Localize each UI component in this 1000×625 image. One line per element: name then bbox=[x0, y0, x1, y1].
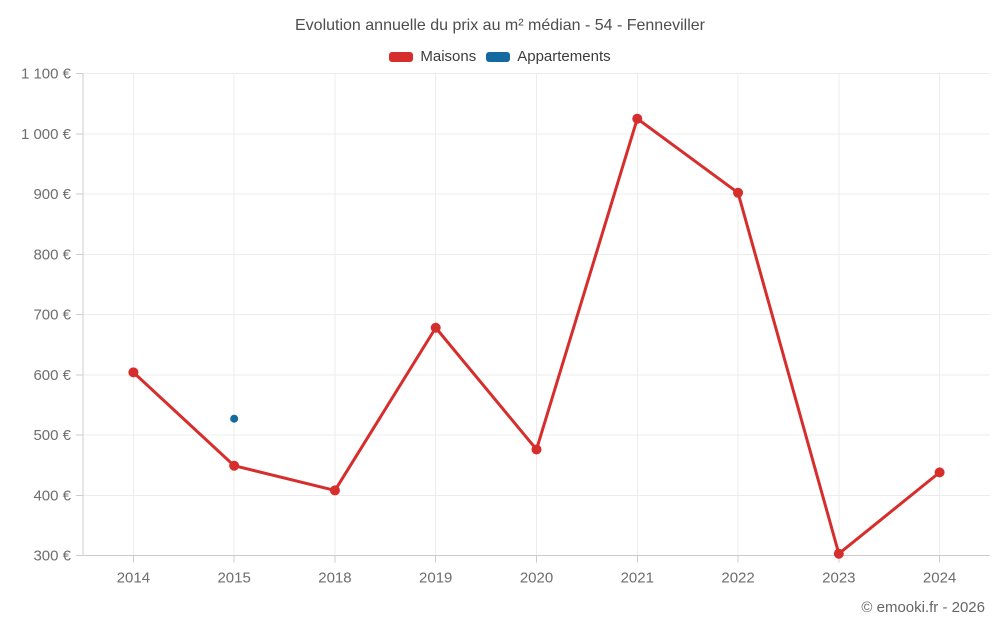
maisons-legend-marker-icon bbox=[389, 51, 414, 62]
appartements-legend-marker-icon bbox=[486, 51, 511, 62]
y-tick-label: 900 € bbox=[33, 186, 71, 203]
legend-label-maisons: Maisons bbox=[420, 48, 477, 65]
data-point-maisons bbox=[229, 460, 240, 471]
legend-item-appartements[interactable]: Appartements bbox=[486, 48, 611, 65]
x-tick-label: 2024 bbox=[923, 570, 956, 587]
data-point-maisons bbox=[329, 485, 340, 496]
data-point-maisons bbox=[430, 322, 441, 333]
y-tick-label: 1 100 € bbox=[21, 66, 72, 83]
x-tick-label: 2019 bbox=[419, 570, 452, 587]
data-point-maisons bbox=[833, 548, 844, 559]
y-tick-label: 800 € bbox=[33, 246, 71, 263]
chart-title: Evolution annuelle du prix au m² médian … bbox=[295, 17, 705, 34]
y-tick-label: 700 € bbox=[33, 307, 71, 324]
data-point-appartements bbox=[230, 414, 239, 423]
x-tick-label: 2020 bbox=[520, 570, 553, 587]
x-tick-label: 2021 bbox=[621, 570, 654, 587]
x-tick-label: 2014 bbox=[117, 570, 150, 587]
x-tick-label: 2022 bbox=[721, 570, 754, 587]
y-tick-label: 600 € bbox=[33, 367, 71, 384]
legend-item-maisons[interactable]: Maisons bbox=[389, 48, 476, 65]
data-point-maisons bbox=[934, 467, 945, 478]
data-point-maisons bbox=[733, 187, 744, 198]
y-tick-label: 500 € bbox=[33, 427, 71, 444]
data-point-maisons bbox=[128, 367, 139, 378]
y-tick-label: 1 000 € bbox=[21, 126, 72, 143]
data-point-maisons bbox=[531, 444, 542, 455]
x-tick-label: 2018 bbox=[318, 570, 351, 587]
legend-label-appartements: Appartements bbox=[517, 48, 611, 65]
legend: Maisons Appartements bbox=[0, 48, 1000, 65]
data-point-maisons bbox=[632, 113, 643, 124]
x-tick-label: 2015 bbox=[217, 570, 250, 587]
x-tick-label: 2023 bbox=[822, 570, 855, 587]
footer-credit: © emooki.fr - 2026 bbox=[861, 599, 985, 616]
y-tick-label: 300 € bbox=[33, 548, 71, 565]
y-tick-label: 400 € bbox=[33, 487, 71, 504]
